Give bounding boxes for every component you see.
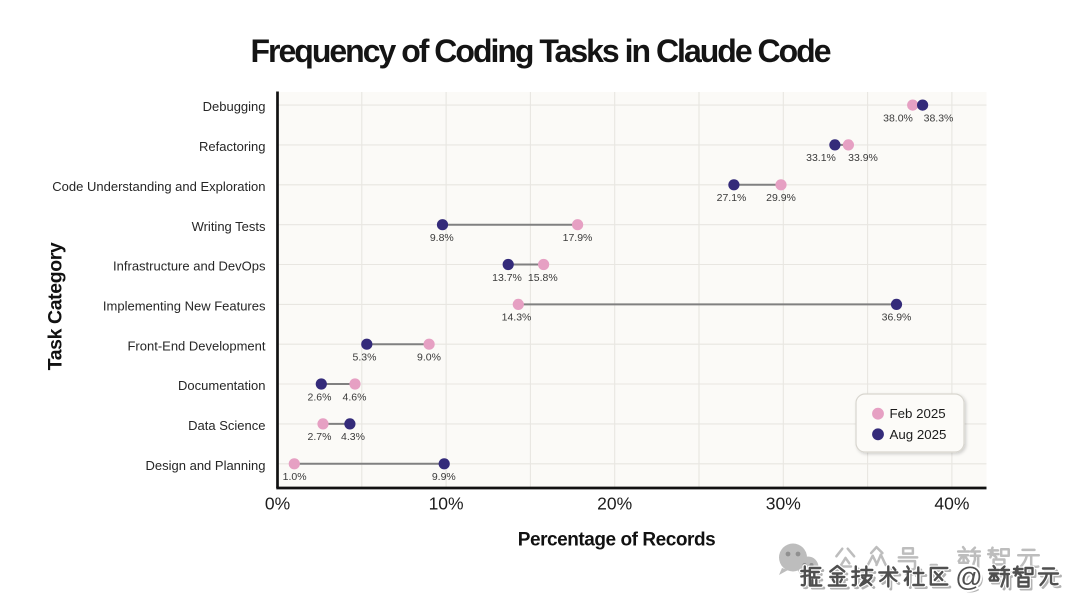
svg-text:5.3%: 5.3% [353, 352, 377, 364]
svg-text:40%: 40% [934, 494, 969, 514]
svg-text:15.8%: 15.8% [528, 272, 558, 284]
svg-text:10%: 10% [429, 494, 464, 514]
svg-text:9.8%: 9.8% [430, 232, 454, 244]
svg-text:Implementing New Features: Implementing New Features [103, 299, 266, 314]
svg-text:13.7%: 13.7% [492, 272, 522, 284]
svg-text:4.6%: 4.6% [343, 391, 367, 403]
svg-text:@: @ [955, 562, 982, 592]
svg-text:1.0%: 1.0% [283, 471, 307, 483]
svg-text:29.9%: 29.9% [766, 192, 796, 204]
svg-text:@: @ [955, 562, 982, 592]
svg-text:38.3%: 38.3% [924, 112, 954, 124]
svg-text:Infrastructure and DevOps: Infrastructure and DevOps [113, 259, 266, 274]
svg-text:Documentation: Documentation [178, 378, 265, 393]
svg-text:@: @ [958, 565, 985, 595]
svg-text:36.9%: 36.9% [882, 312, 912, 324]
svg-text:Data Science: Data Science [188, 418, 265, 433]
svg-text:Writing Tests: Writing Tests [192, 219, 266, 234]
svg-text:Percentage of Records: Percentage of Records [518, 530, 716, 551]
svg-text:Frequency of Coding Tasks in C: Frequency of Coding Tasks in Claude Code [250, 33, 830, 69]
svg-text:Refactoring: Refactoring [199, 139, 265, 154]
svg-text:Task Category: Task Category [45, 242, 67, 370]
svg-text:Feb 2025: Feb 2025 [890, 406, 946, 421]
svg-text:Front-End Development: Front-End Development [127, 338, 265, 353]
svg-text:38.0%: 38.0% [883, 112, 913, 124]
svg-text:Code Understanding and Explora: Code Understanding and Exploration [52, 179, 265, 194]
svg-text:14.3%: 14.3% [502, 312, 532, 324]
svg-text:27.1%: 27.1% [717, 192, 747, 204]
svg-text:Debugging: Debugging [203, 99, 266, 114]
svg-text:9.9%: 9.9% [432, 471, 456, 483]
svg-text:20%: 20% [597, 494, 632, 514]
svg-text:0%: 0% [265, 494, 290, 514]
svg-text:2.7%: 2.7% [308, 431, 332, 443]
svg-text:30%: 30% [766, 494, 801, 514]
svg-text:9.0%: 9.0% [417, 352, 441, 364]
svg-text:33.9%: 33.9% [848, 152, 878, 164]
svg-text:17.9%: 17.9% [563, 232, 593, 244]
svg-text:33.1%: 33.1% [806, 152, 836, 164]
svg-text:4.3%: 4.3% [341, 431, 365, 443]
svg-text:Aug 2025: Aug 2025 [890, 427, 947, 442]
svg-text:Design and Planning: Design and Planning [146, 458, 266, 473]
svg-text:2.6%: 2.6% [308, 391, 332, 403]
